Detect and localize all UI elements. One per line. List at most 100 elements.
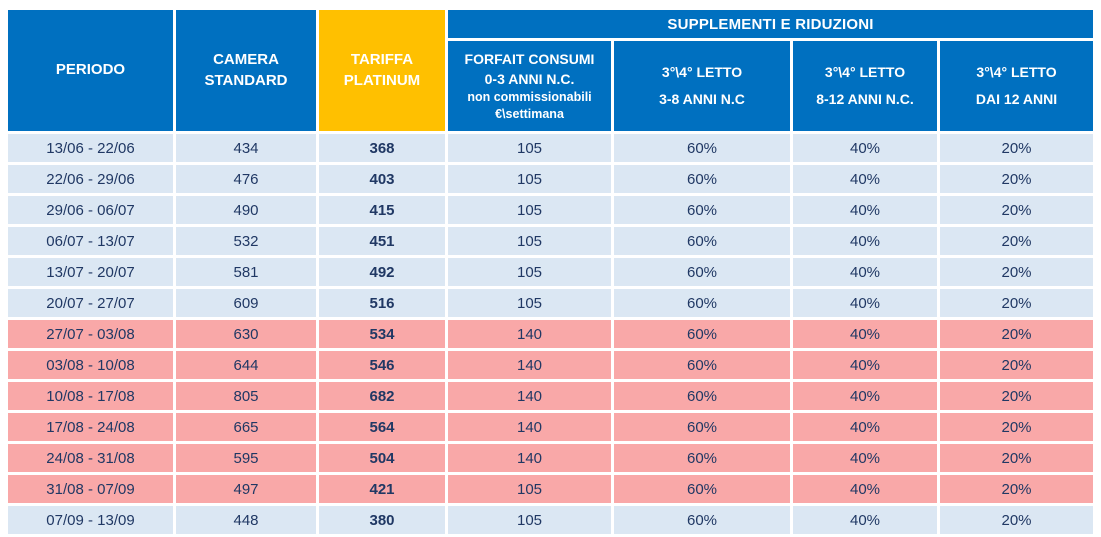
- cell-letto-3-8: 60%: [614, 506, 790, 534]
- cell-forfait: 105: [448, 475, 611, 503]
- letto-3-8-header-line2: 3-8 ANNI N.C: [659, 91, 745, 107]
- table-row: 17/08 - 24/08 665 564 140 60% 40% 20%: [8, 413, 1094, 441]
- cell-letto-8-12: 40%: [793, 289, 937, 317]
- table-body: 13/06 - 22/06 434 368 105 60% 40% 20% 22/06 - 2…: [8, 134, 1094, 534]
- cell-letto-3-8: 60%: [614, 134, 790, 162]
- column-header-letto-8-12: 3°\4° LETTO 8-12 ANNI N.C.: [793, 41, 937, 131]
- letto-dai-12-header-line1: 3°\4° LETTO: [976, 64, 1057, 80]
- column-header-tariffa-platinum: TARIFFA PLATINUM: [319, 10, 445, 131]
- pricing-table: PERIODO CAMERA STANDARD TARIFFA PLATINUM…: [5, 7, 1096, 537]
- cell-camera-standard: 595: [176, 444, 316, 472]
- cell-forfait: 105: [448, 258, 611, 286]
- cell-tariffa-platinum: 421: [319, 475, 445, 503]
- cell-tariffa-platinum: 451: [319, 227, 445, 255]
- cell-tariffa-platinum: 534: [319, 320, 445, 348]
- cell-periodo: 06/07 - 13/07: [8, 227, 173, 255]
- cell-forfait: 140: [448, 444, 611, 472]
- cell-letto-dai-12: 20%: [940, 444, 1094, 472]
- cell-periodo: 13/06 - 22/06: [8, 134, 173, 162]
- cell-tariffa-platinum: 368: [319, 134, 445, 162]
- cell-periodo: 31/08 - 07/09: [8, 475, 173, 503]
- table-row: 06/07 - 13/07 532 451 105 60% 40% 20%: [8, 227, 1094, 255]
- letto-8-12-header-line1: 3°\4° LETTO: [824, 64, 906, 80]
- cell-letto-3-8: 60%: [614, 444, 790, 472]
- cell-tariffa-platinum: 564: [319, 413, 445, 441]
- group-header-supplementi-riduzioni: SUPPLEMENTI E RIDUZIONI: [448, 10, 1094, 38]
- cell-letto-8-12: 40%: [793, 196, 937, 224]
- table-row: 07/09 - 13/09 448 380 105 60% 40% 20%: [8, 506, 1094, 534]
- cell-periodo: 13/07 - 20/07: [8, 258, 173, 286]
- table-row: 24/08 - 31/08 595 504 140 60% 40% 20%: [8, 444, 1094, 472]
- cell-camera-standard: 497: [176, 475, 316, 503]
- cell-letto-3-8: 60%: [614, 351, 790, 379]
- table-row: 03/08 - 10/08 644 546 140 60% 40% 20%: [8, 351, 1094, 379]
- table-row: 29/06 - 06/07 490 415 105 60% 40% 20%: [8, 196, 1094, 224]
- cell-letto-dai-12: 20%: [940, 382, 1094, 410]
- column-header-camera-standard: CAMERA STANDARD: [176, 10, 316, 131]
- cell-camera-standard: 490: [176, 196, 316, 224]
- cell-letto-8-12: 40%: [793, 444, 937, 472]
- cell-forfait: 105: [448, 165, 611, 193]
- cell-letto-3-8: 60%: [614, 165, 790, 193]
- cell-forfait: 105: [448, 289, 611, 317]
- table-row: 10/08 - 17/08 805 682 140 60% 40% 20%: [8, 382, 1094, 410]
- cell-tariffa-platinum: 415: [319, 196, 445, 224]
- cell-camera-standard: 609: [176, 289, 316, 317]
- table-header: PERIODO CAMERA STANDARD TARIFFA PLATINUM…: [8, 10, 1094, 131]
- cell-periodo: 22/06 - 29/06: [8, 165, 173, 193]
- cell-letto-dai-12: 20%: [940, 196, 1094, 224]
- column-header-forfait-consumi: FORFAIT CONSUMI 0-3 ANNI N.C. non commis…: [448, 41, 611, 131]
- cell-tariffa-platinum: 682: [319, 382, 445, 410]
- forfait-header-line3: non commissionabili: [467, 90, 592, 104]
- letto-8-12-header-line2: 8-12 ANNI N.C.: [816, 91, 914, 107]
- cell-letto-3-8: 60%: [614, 289, 790, 317]
- cell-letto-dai-12: 20%: [940, 320, 1094, 348]
- cell-forfait: 140: [448, 413, 611, 441]
- cell-letto-3-8: 60%: [614, 227, 790, 255]
- cell-letto-8-12: 40%: [793, 134, 937, 162]
- cell-forfait: 140: [448, 351, 611, 379]
- table-row: 13/06 - 22/06 434 368 105 60% 40% 20%: [8, 134, 1094, 162]
- cell-camera-standard: 448: [176, 506, 316, 534]
- cell-forfait: 105: [448, 196, 611, 224]
- header-row-top: PERIODO CAMERA STANDARD TARIFFA PLATINUM…: [8, 10, 1094, 131]
- cell-periodo: 27/07 - 03/08: [8, 320, 173, 348]
- cell-forfait: 105: [448, 506, 611, 534]
- cell-camera-standard: 805: [176, 382, 316, 410]
- cell-letto-3-8: 60%: [614, 258, 790, 286]
- cell-forfait: 140: [448, 320, 611, 348]
- column-header-periodo: PERIODO: [8, 10, 173, 131]
- cell-camera-standard: 532: [176, 227, 316, 255]
- cell-letto-dai-12: 20%: [940, 165, 1094, 193]
- table-row: 31/08 - 07/09 497 421 105 60% 40% 20%: [8, 475, 1094, 503]
- cell-camera-standard: 434: [176, 134, 316, 162]
- column-header-letto-dai-12: 3°\4° LETTO DAI 12 ANNI: [940, 41, 1094, 131]
- cell-letto-8-12: 40%: [793, 320, 937, 348]
- cell-letto-dai-12: 20%: [940, 227, 1094, 255]
- table-row: 13/07 - 20/07 581 492 105 60% 40% 20%: [8, 258, 1094, 286]
- cell-letto-3-8: 60%: [614, 382, 790, 410]
- cell-letto-dai-12: 20%: [940, 475, 1094, 503]
- cell-letto-8-12: 40%: [793, 382, 937, 410]
- cell-letto-3-8: 60%: [614, 475, 790, 503]
- cell-letto-dai-12: 20%: [940, 134, 1094, 162]
- cell-letto-3-8: 60%: [614, 320, 790, 348]
- cell-camera-standard: 644: [176, 351, 316, 379]
- cell-periodo: 17/08 - 24/08: [8, 413, 173, 441]
- forfait-header-line4: €\settimana: [495, 107, 564, 121]
- cell-periodo: 24/08 - 31/08: [8, 444, 173, 472]
- cell-periodo: 29/06 - 06/07: [8, 196, 173, 224]
- cell-letto-dai-12: 20%: [940, 289, 1094, 317]
- cell-letto-dai-12: 20%: [940, 413, 1094, 441]
- cell-tariffa-platinum: 504: [319, 444, 445, 472]
- cell-letto-8-12: 40%: [793, 413, 937, 441]
- forfait-header-line1: FORFAIT CONSUMI: [464, 51, 595, 67]
- cell-letto-8-12: 40%: [793, 506, 937, 534]
- cell-forfait: 105: [448, 134, 611, 162]
- letto-dai-12-header-line2: DAI 12 ANNI: [975, 91, 1058, 107]
- cell-camera-standard: 476: [176, 165, 316, 193]
- cell-letto-3-8: 60%: [614, 196, 790, 224]
- cell-forfait: 140: [448, 382, 611, 410]
- cell-letto-dai-12: 20%: [940, 506, 1094, 534]
- cell-periodo: 03/08 - 10/08: [8, 351, 173, 379]
